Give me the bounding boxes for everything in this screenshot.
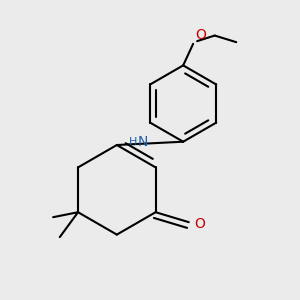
Text: N: N — [138, 135, 148, 149]
Text: O: O — [194, 217, 205, 231]
Text: O: O — [195, 28, 206, 42]
Text: H: H — [129, 137, 137, 147]
